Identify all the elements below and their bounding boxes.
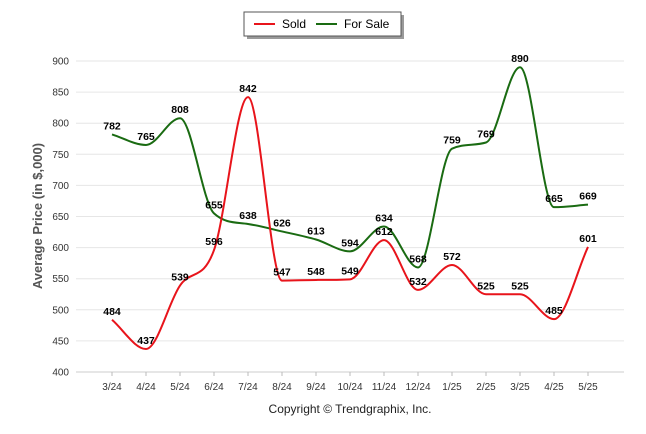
y-tick-label-850: 850 xyxy=(52,88,69,99)
x-tick-label-3: 6/24 xyxy=(204,382,224,393)
x-tick-label-9: 12/24 xyxy=(405,382,430,393)
x-tick-label-1: 4/24 xyxy=(136,382,156,393)
y-tick-label-900: 900 xyxy=(52,57,69,68)
data-label-sold-8: 612 xyxy=(375,226,393,238)
y-tick-label-800: 800 xyxy=(52,119,69,130)
data-label-for-sale-3: 655 xyxy=(205,199,223,211)
data-labels: 484 437 539 596 842 547 548 549 612 532 572 525 525 4… xyxy=(103,53,597,347)
data-label-for-sale-7: 594 xyxy=(341,237,359,249)
data-label-sold-13: 485 xyxy=(545,305,563,317)
data-label-sold-6: 548 xyxy=(307,266,325,278)
data-label-sold-2: 539 xyxy=(171,272,189,284)
series-lines xyxy=(111,66,589,350)
data-label-sold-14: 601 xyxy=(579,233,597,245)
x-tick-label-10: 1/25 xyxy=(442,382,462,393)
data-label-for-sale-0: 782 xyxy=(103,120,121,132)
data-label-for-sale-5: 626 xyxy=(273,217,291,229)
y-tick-label-650: 650 xyxy=(52,212,69,223)
y-tick-label-400: 400 xyxy=(52,368,69,379)
legend[interactable]: Sold For Sale xyxy=(243,11,404,39)
x-tick-label-11: 2/25 xyxy=(476,382,496,393)
legend-forsale-label: For Sale xyxy=(344,17,390,31)
x-tick-label-12: 3/25 xyxy=(510,382,530,393)
grid-lines xyxy=(76,60,624,373)
y-axis-title: Average Price (in $,000) xyxy=(30,143,45,289)
x-tick-label-4: 7/24 xyxy=(238,382,258,393)
x-tick-label-7: 10/24 xyxy=(337,382,362,393)
data-label-sold-9: 532 xyxy=(409,276,427,288)
data-label-sold-7: 549 xyxy=(341,265,359,277)
x-tick-label-8: 11/24 xyxy=(372,382,397,393)
data-label-for-sale-9: 568 xyxy=(409,254,427,266)
data-label-for-sale-1: 765 xyxy=(137,131,155,143)
data-label-sold-12: 525 xyxy=(511,280,529,292)
x-tick-label-2: 5/24 xyxy=(170,382,190,393)
data-label-for-sale-10: 759 xyxy=(443,135,461,147)
x-tick-label-13: 4/25 xyxy=(544,382,564,393)
data-label-for-sale-4: 638 xyxy=(239,210,257,222)
legend-sold-label: Sold xyxy=(282,17,306,31)
data-label-sold-5: 547 xyxy=(273,267,291,279)
x-tick-label-14: 5/25 xyxy=(578,382,598,393)
data-label-for-sale-12: 890 xyxy=(511,53,529,65)
data-label-for-sale-13: 665 xyxy=(545,193,563,205)
y-tick-label-450: 450 xyxy=(52,336,69,347)
y-tick-label-600: 600 xyxy=(52,243,69,254)
data-label-for-sale-2: 808 xyxy=(171,104,189,116)
data-label-for-sale-14: 669 xyxy=(579,191,597,203)
data-label-for-sale-11: 769 xyxy=(477,128,495,140)
series-line-for-sale xyxy=(111,66,589,269)
data-label-sold-0: 484 xyxy=(103,306,121,318)
axes: 400 450 500 550 600 650 700 750 800 850 900 3/24 4/2… xyxy=(52,57,624,393)
data-label-sold-3: 596 xyxy=(205,236,223,248)
data-label-sold-1: 437 xyxy=(137,335,155,347)
data-label-sold-4: 842 xyxy=(239,83,257,95)
data-label-sold-11: 525 xyxy=(477,280,495,292)
y-tick-label-550: 550 xyxy=(52,274,69,285)
data-label-for-sale-8: 634 xyxy=(375,212,393,224)
y-tick-label-700: 700 xyxy=(52,181,69,192)
x-tick-label-5: 8/24 xyxy=(272,382,292,393)
x-tick-label-6: 9/24 xyxy=(306,382,326,393)
data-label-sold-10: 572 xyxy=(443,251,461,263)
y-tick-label-750: 750 xyxy=(52,150,69,161)
series-line-sold xyxy=(111,96,589,350)
y-tick-label-500: 500 xyxy=(52,305,69,316)
x-tick-label-0: 3/24 xyxy=(102,382,122,393)
data-label-for-sale-6: 613 xyxy=(307,226,325,238)
copyright-text: Copyright © Trendgraphix, Inc. xyxy=(269,402,432,416)
